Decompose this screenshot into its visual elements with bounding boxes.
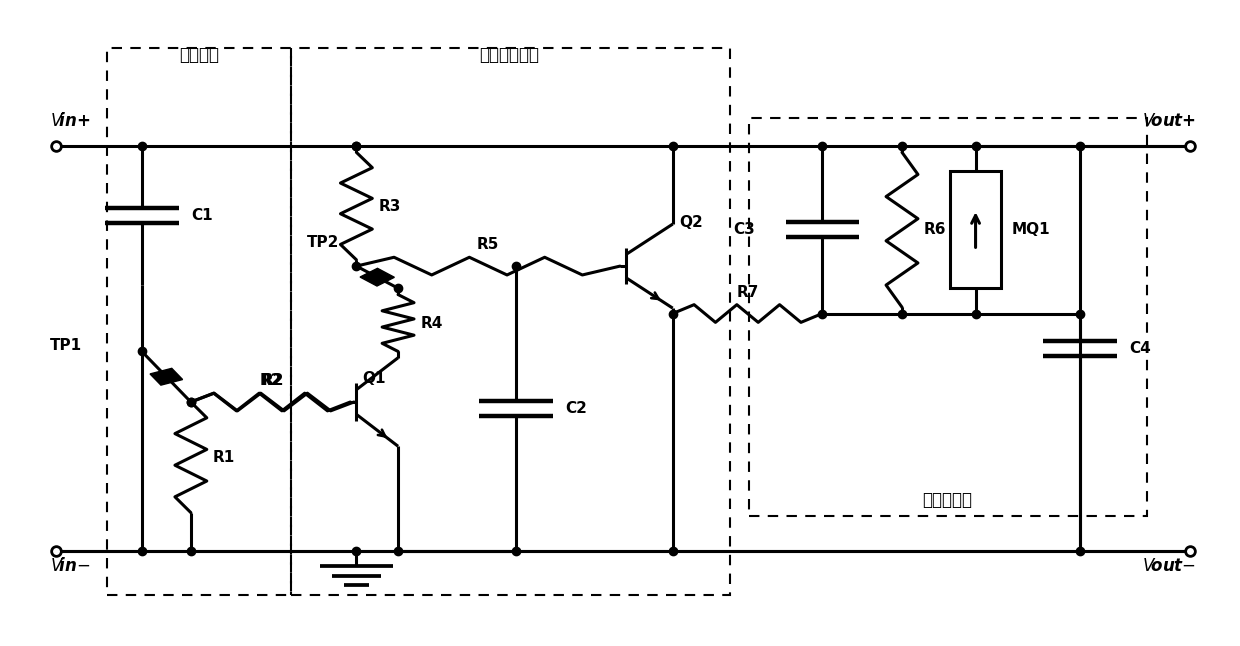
Bar [108,48,291,595]
Bar [291,48,730,595]
Text: C3: C3 [733,222,755,237]
Bar [749,118,1147,516]
Text: TP2: TP2 [308,235,340,250]
Text: R3: R3 [378,198,401,214]
Text: $V\!$in+: $V\!$in+ [50,112,91,130]
Text: R1: R1 [213,450,236,465]
Polygon shape [360,268,394,286]
Text: $V\!$out$-$: $V\!$out$-$ [1142,557,1197,575]
Text: 延时开关电路: 延时开关电路 [480,46,539,64]
Text: C4: C4 [1128,341,1151,356]
Text: Q1: Q1 [362,371,386,386]
Text: C2: C2 [565,401,587,416]
Text: MQ1: MQ1 [1011,222,1050,237]
Text: $V\!$in$-$: $V\!$in$-$ [50,557,91,575]
Text: 泄放电路: 泄放电路 [180,46,219,64]
Text: R2: R2 [262,373,284,388]
Text: R4: R4 [420,315,443,331]
Text: R6: R6 [924,222,946,237]
Polygon shape [150,368,182,385]
Bar [950,171,1002,288]
Text: 缓启动电路: 缓启动电路 [923,492,972,510]
Text: R5: R5 [477,237,500,252]
Text: Q2: Q2 [678,215,703,231]
Text: R7: R7 [737,285,759,300]
Text: $V\!$out+: $V\!$out+ [1142,112,1197,130]
Text: R2: R2 [259,373,281,388]
Text: C1: C1 [191,208,212,223]
Text: TP1: TP1 [50,338,82,353]
